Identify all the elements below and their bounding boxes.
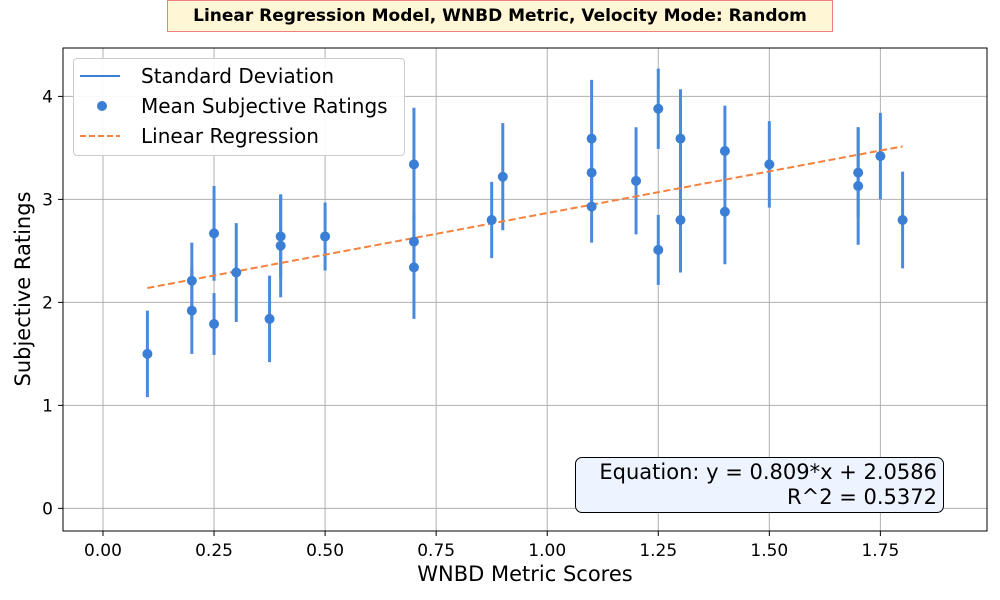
data-point	[320, 231, 331, 242]
data-point	[586, 201, 597, 212]
x-tick-label: 1.25	[639, 541, 677, 561]
y-tick-label: 2	[42, 293, 53, 313]
legend-label-linear-regression: Linear Regression	[141, 124, 319, 148]
data-point	[586, 167, 597, 178]
data-point	[275, 240, 286, 251]
regression-annotation: Equation: y = 0.809*x + 2.0586 R^2 = 0.5…	[575, 457, 944, 513]
x-tick-label: 1.75	[861, 541, 899, 561]
data-point	[719, 206, 730, 217]
r-squared-text: R^2 = 0.5372	[787, 485, 937, 509]
y-tick-label: 1	[42, 396, 53, 416]
data-point	[853, 181, 864, 191]
data-point	[408, 159, 419, 170]
equation-text: Equation: y = 0.809*x + 2.0586	[599, 460, 937, 484]
data-point	[486, 214, 497, 225]
data-point	[675, 133, 686, 144]
data-point	[142, 348, 153, 359]
data-point	[586, 133, 597, 144]
x-tick-label: 0.50	[306, 541, 344, 561]
legend-item-standard-deviation: Standard Deviation	[74, 61, 404, 91]
data-point	[653, 244, 664, 255]
data-point	[275, 231, 286, 242]
chart-title: Linear Regression Model, WNBD Metric, Ve…	[167, 0, 833, 32]
x-axis-label: WNBD Metric Scores	[417, 562, 632, 586]
x-tick-label: 1.00	[528, 541, 566, 561]
legend-marker-key	[97, 101, 107, 111]
data-point	[408, 236, 419, 247]
legend-dashed-key	[80, 135, 120, 137]
y-tick-label: 0	[42, 499, 53, 519]
x-tick-label: 0.75	[417, 541, 455, 561]
legend: Standard Deviation Mean Subjective Ratin…	[73, 58, 405, 156]
x-tick-label: 0.25	[195, 541, 233, 561]
data-point	[631, 175, 642, 186]
data-point	[408, 262, 419, 273]
data-point	[653, 103, 664, 114]
legend-item-mean-ratings: Mean Subjective Ratings	[74, 91, 404, 121]
legend-item-linear-regression: Linear Regression	[74, 121, 404, 151]
y-tick-label: 3	[42, 190, 53, 210]
data-point	[897, 214, 908, 225]
legend-label-standard-deviation: Standard Deviation	[141, 64, 335, 88]
data-point	[675, 214, 686, 225]
data-point	[264, 313, 275, 324]
regression-line	[147, 145, 903, 289]
y-tick-label: 4	[42, 87, 53, 107]
data-point	[875, 151, 886, 162]
data-point	[764, 159, 775, 170]
legend-label-mean-ratings: Mean Subjective Ratings	[141, 94, 388, 118]
data-point	[209, 228, 220, 239]
data-point	[853, 167, 864, 178]
x-tick-label: 0.00	[84, 541, 122, 561]
y-axis-ticks: 0 1 2 3 4	[42, 87, 63, 519]
data-point	[209, 319, 220, 329]
x-axis-ticks: 0.00 0.25 0.50 0.75 1.00 1.25 1.50 1.75	[84, 531, 899, 561]
data-point	[186, 275, 197, 286]
x-tick-label: 1.50	[750, 541, 788, 561]
data-point	[231, 267, 242, 278]
plot-frame	[62, 47, 988, 532]
data-point	[497, 171, 508, 182]
data-point	[719, 145, 730, 156]
legend-line-key	[80, 75, 120, 77]
plot-area	[142, 68, 908, 398]
y-axis-label: Subjective Ratings	[11, 191, 35, 386]
data-point	[186, 305, 197, 316]
